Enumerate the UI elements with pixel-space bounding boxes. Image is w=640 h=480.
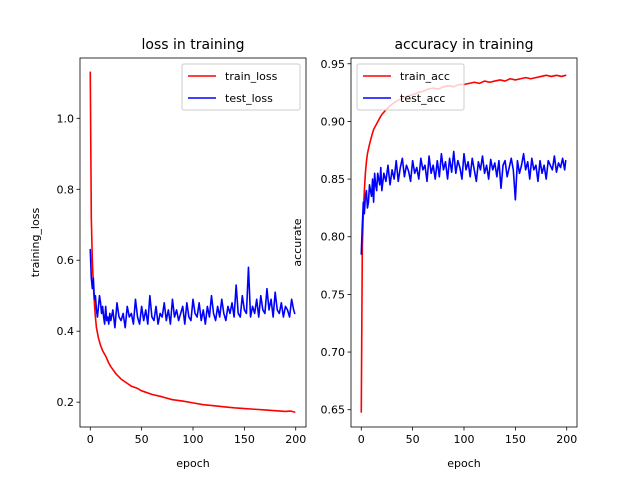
x-tick-label: 50 (406, 433, 420, 446)
x-tick-label: 100 (454, 433, 475, 446)
y-axis-label: training_loss (29, 208, 42, 278)
y-tick-label: 0.70 (321, 346, 346, 359)
chart-2: 0 50 100 150 200 0.65 0.70 0.75 0.80 0.85 0.90 0.95… (291, 37, 578, 470)
chart-title: loss in training (142, 37, 245, 53)
x-tick-label: 150 (234, 433, 255, 446)
legend-label-test-acc: test_acc (400, 92, 445, 105)
chart-1: 0 50 100 150 200 0.2 0.4 0.6 0.8 1.0 loss in train… (29, 37, 307, 470)
y-tick-label: 1.0 (57, 112, 75, 125)
x-axis-label: epoch (447, 457, 481, 470)
legend: train_loss test_loss (181, 63, 301, 111)
x-tick-label: 200 (556, 433, 577, 446)
y-tick-label: 0.75 (321, 288, 346, 301)
plot-frame (350, 57, 578, 428)
x-tick-label: 100 (183, 433, 204, 446)
y-tick-label: 0.90 (321, 115, 346, 128)
y-tick-label: 0.8 (57, 183, 75, 196)
y-axis-label: accurate (291, 218, 304, 266)
legend: train_acc test_acc (356, 63, 465, 111)
x-tick-label: 0 (358, 433, 365, 446)
series-line-test-loss (89, 248, 296, 329)
x-tick-label: 150 (505, 433, 526, 446)
y-tick-label: 0.2 (57, 396, 75, 409)
y-tick-label: 0.80 (321, 231, 346, 244)
legend-label-test-loss: test_loss (225, 92, 273, 105)
y-tick-label: 0.95 (321, 58, 346, 71)
y-tick-label: 0.85 (321, 173, 346, 186)
legend-label-train-loss: train_loss (225, 70, 278, 83)
x-tick-label: 50 (135, 433, 149, 446)
y-tick-label: 0.65 (321, 404, 346, 417)
series-line-train-acc (360, 74, 567, 413)
chart-title: accuracy in training (394, 37, 533, 53)
x-tick-label: 200 (285, 433, 306, 446)
x-axis-label: epoch (176, 457, 210, 470)
series-line-train-loss (89, 71, 296, 413)
series-line-test-acc (360, 150, 567, 255)
x-tick-label: 0 (87, 433, 94, 446)
legend-label-train-acc: train_acc (400, 70, 450, 83)
y-tick-label: 0.6 (57, 254, 75, 267)
y-tick-label: 0.4 (57, 325, 75, 338)
